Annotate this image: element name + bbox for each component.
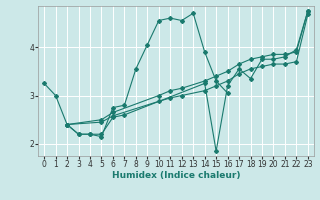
X-axis label: Humidex (Indice chaleur): Humidex (Indice chaleur) <box>112 171 240 180</box>
